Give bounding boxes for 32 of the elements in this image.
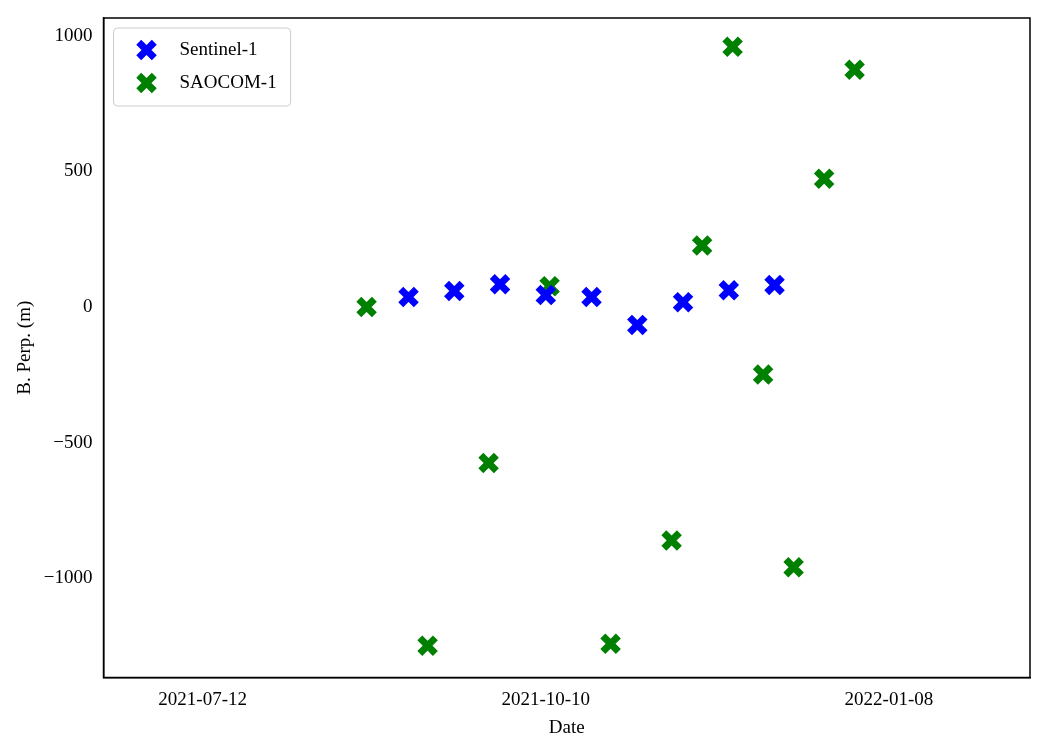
point (580, 285, 603, 309)
point (671, 290, 695, 314)
y-tick-label: 1000 (54, 23, 93, 45)
x-tick-label: 2021-07-12 (158, 687, 247, 709)
point (812, 167, 836, 191)
point (843, 58, 866, 82)
point (355, 295, 378, 319)
x-tick-label: 2021-10-10 (501, 687, 591, 709)
point (690, 234, 714, 257)
point (660, 529, 683, 552)
point (397, 285, 420, 309)
point (751, 363, 775, 386)
point (599, 632, 622, 656)
y-tick-label: −1000 (43, 566, 93, 588)
point (763, 273, 786, 297)
legend-label: Sentinel-1 (179, 37, 258, 59)
y-tick-label: −500 (53, 430, 93, 452)
point (626, 313, 649, 337)
point (443, 279, 466, 303)
legend-label: SAOCOM-1 (179, 70, 277, 92)
point (534, 283, 558, 307)
point (782, 556, 805, 579)
y-tick-label: 0 (83, 295, 93, 317)
x-tick-label: 2022-01-08 (844, 687, 934, 709)
point (721, 35, 744, 59)
point (477, 451, 500, 475)
y-tick-label: 500 (64, 159, 93, 181)
point (416, 634, 439, 657)
x-axis-title: Date (548, 715, 585, 737)
y-axis-title: B. Perp. (m) (13, 300, 36, 395)
point (488, 272, 512, 296)
point (717, 278, 741, 302)
